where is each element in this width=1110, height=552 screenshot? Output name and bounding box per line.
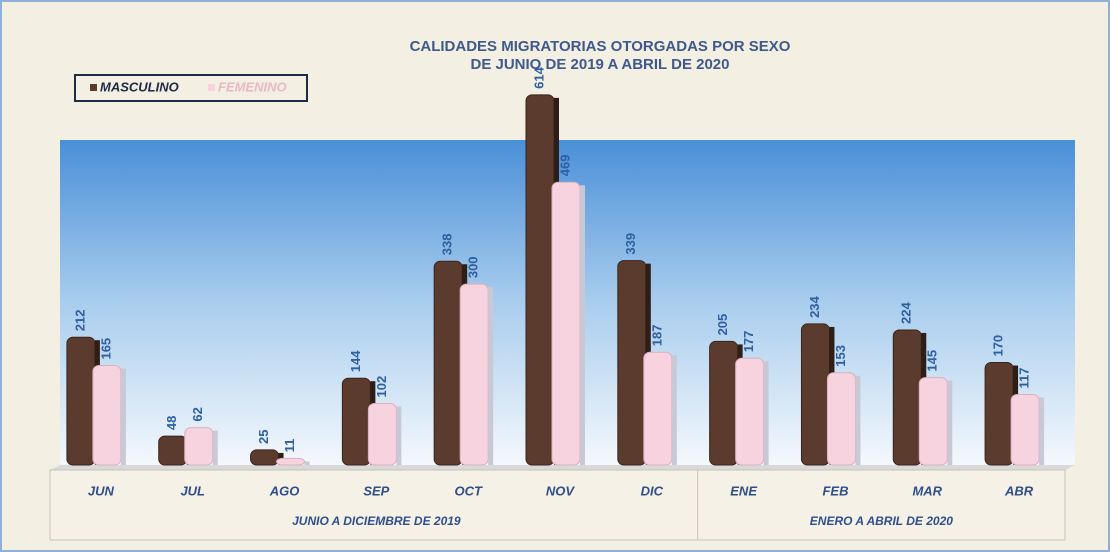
floor [50, 465, 1075, 470]
legend [74, 74, 308, 102]
bar [826, 372, 856, 466]
bar [1010, 393, 1040, 466]
bar [617, 260, 647, 466]
bar-side [396, 406, 402, 465]
bar [66, 336, 96, 466]
value-label: 11 [282, 439, 297, 453]
legend-label: FEMENINO [218, 79, 287, 94]
bar-side [763, 361, 769, 465]
x-tick-label: MAR [912, 483, 942, 498]
bar [433, 260, 463, 466]
bar [250, 449, 280, 466]
bar [459, 283, 489, 466]
value-label: 300 [466, 256, 481, 278]
bar-side [212, 430, 218, 465]
bar-side [1039, 397, 1045, 465]
x-tick-label: ENE [730, 483, 757, 498]
bar [918, 377, 948, 466]
value-label: 177 [741, 331, 756, 353]
value-label: 117 [1017, 367, 1032, 388]
x-tick-label: JUL [180, 483, 205, 498]
bar-side [947, 380, 953, 465]
bar-side [304, 461, 310, 465]
bar [892, 329, 922, 466]
value-label: 62 [190, 407, 205, 421]
value-label: 144 [348, 350, 363, 372]
bar [709, 340, 739, 466]
value-label: 339 [623, 233, 638, 255]
x-tick-label: DIC [641, 483, 664, 498]
x-tick-label: FEB [822, 483, 848, 498]
value-label: 165 [98, 338, 113, 360]
value-label: 170 [991, 335, 1006, 357]
chart-subtitle: DE JUNIO DE 2019 A ABRIL DE 2020 [471, 56, 730, 73]
bar [551, 181, 581, 466]
value-label: 187 [649, 325, 664, 347]
bar [184, 427, 214, 466]
bar [276, 457, 306, 466]
bar-side [488, 287, 494, 465]
value-label: 338 [440, 234, 455, 256]
bar [984, 362, 1014, 466]
x-tick-label: OCT [454, 483, 483, 498]
bar [735, 357, 765, 466]
bar-side [120, 368, 126, 465]
group-label: ENERO A ABRIL DE 2020 [810, 514, 953, 528]
bar [92, 365, 122, 466]
value-label: 224 [899, 302, 914, 324]
x-tick-label: ABR [1004, 483, 1034, 498]
bar [341, 377, 371, 466]
value-label: 234 [807, 295, 822, 317]
x-tick-label: NOV [546, 483, 576, 498]
value-label: 145 [925, 350, 940, 372]
bar [800, 323, 830, 466]
value-label: 205 [715, 314, 730, 336]
x-tick-label: SEP [363, 483, 389, 498]
value-label: 48 [164, 416, 179, 430]
value-label: 469 [557, 155, 572, 177]
bar-side [855, 375, 861, 465]
bar [158, 435, 188, 466]
group-label: JUNIO A DICIEMBRE DE 2019 [292, 514, 461, 528]
bar [525, 94, 555, 466]
legend-swatch [208, 84, 215, 91]
value-label: 25 [256, 429, 271, 443]
value-label: 102 [374, 376, 389, 398]
value-label: 153 [833, 345, 848, 367]
chart-title: CALIDADES MIGRATORIAS OTORGADAS POR SEXO [410, 38, 791, 55]
legend-swatch [90, 84, 97, 91]
axis-area [49, 469, 1066, 541]
bar-side [580, 185, 585, 465]
bar [367, 403, 397, 466]
bar [643, 351, 673, 466]
bar-side [671, 355, 677, 465]
value-label: 614 [531, 66, 546, 88]
x-tick-label: JUN [88, 483, 115, 498]
legend-label: MASCULINO [100, 79, 179, 94]
x-tick-label: AGO [269, 483, 300, 498]
value-label: 212 [72, 309, 87, 331]
